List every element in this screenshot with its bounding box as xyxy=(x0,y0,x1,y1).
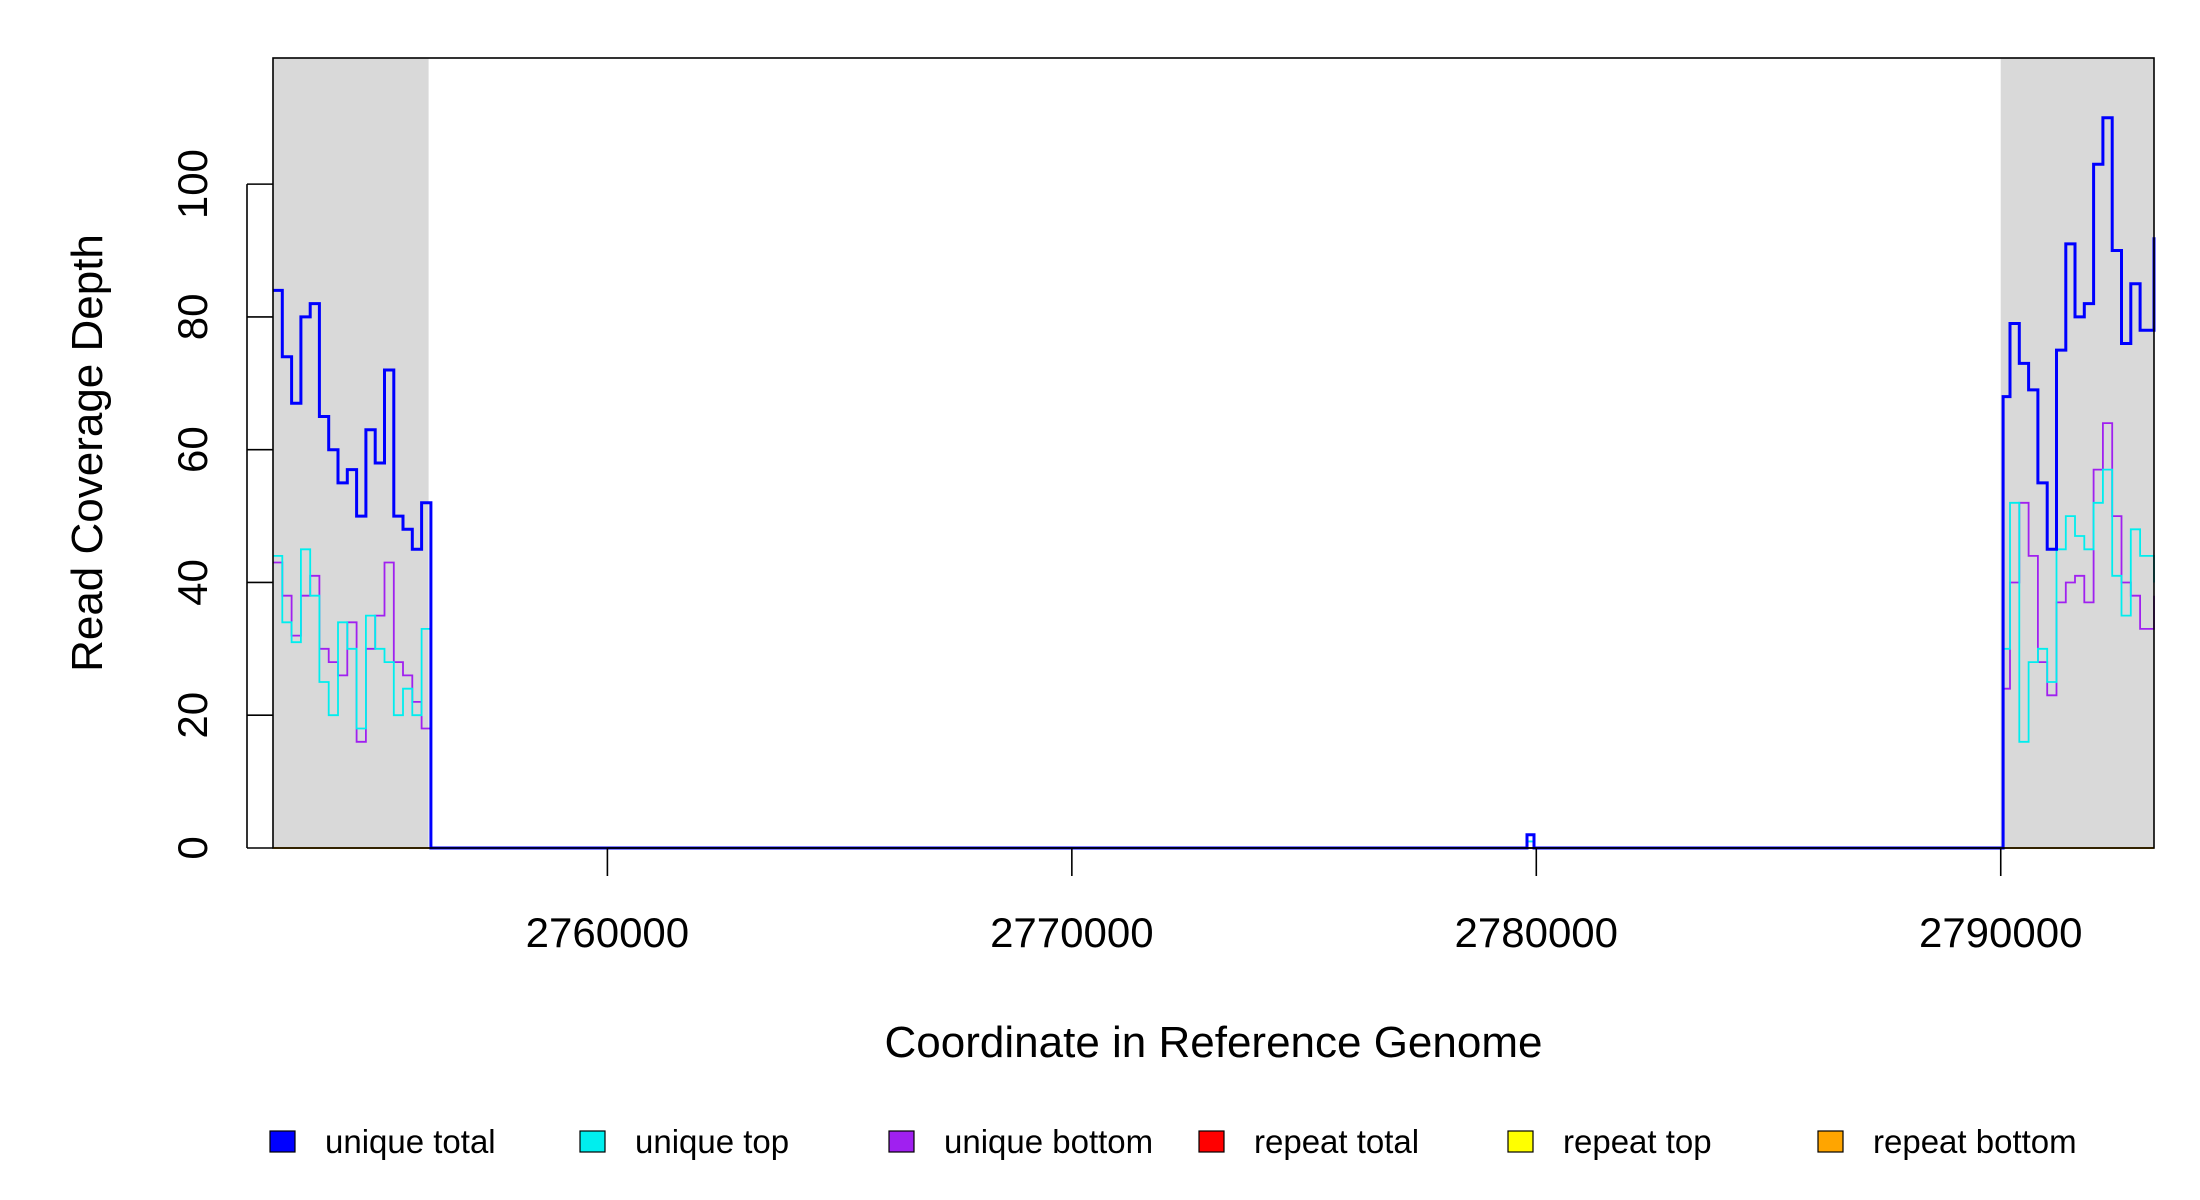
legend-swatch xyxy=(269,1130,296,1153)
legend-item-unique-bottom: unique bottom xyxy=(888,1123,1153,1160)
series-unique-total xyxy=(273,116,2156,850)
y-tick-label: 0 xyxy=(169,836,216,859)
legend: unique total unique top unique bottom repea… xyxy=(269,1123,2077,1160)
legend-item-repeat-bottom: repeat bottom xyxy=(1817,1123,2077,1160)
legend-label: unique bottom xyxy=(944,1123,1153,1160)
x-tick-label: 2790000 xyxy=(1919,909,2083,956)
legend-swatch xyxy=(579,1130,606,1153)
plot-frame xyxy=(272,57,2155,849)
y-axis-title: Read Coverage Depth xyxy=(63,234,112,672)
x-axis: 2760000 2770000 2780000 2790000 xyxy=(526,847,2083,956)
y-tick-label: 100 xyxy=(169,149,216,219)
shaded-region-1 xyxy=(273,58,429,848)
legend-label: repeat total xyxy=(1254,1123,1419,1160)
legend-swatch xyxy=(888,1130,915,1153)
legend-label: repeat top xyxy=(1563,1123,1712,1160)
legend-swatch xyxy=(1817,1130,1844,1153)
x-tick-label: 2770000 xyxy=(990,909,1154,956)
y-tick-label: 80 xyxy=(169,294,216,341)
series-unique-bottom xyxy=(273,422,2155,849)
x-tick-label: 2780000 xyxy=(1455,909,1619,956)
legend-item-unique-total: unique total xyxy=(269,1123,496,1160)
shaded-regions xyxy=(273,58,2154,848)
legend-item-repeat-top: repeat top xyxy=(1507,1123,1712,1160)
y-axis: 0 20 40 60 80 100 xyxy=(169,149,273,860)
legend-swatch xyxy=(1507,1130,1534,1153)
shaded-region-2 xyxy=(2000,58,2154,848)
legend-item-repeat-total: repeat total xyxy=(1198,1123,1419,1160)
y-tick-label: 40 xyxy=(169,559,216,606)
legend-label: unique total xyxy=(325,1123,496,1160)
legend-swatch xyxy=(1198,1130,1225,1153)
series-unique-top xyxy=(273,468,2155,849)
x-axis-title: Coordinate in Reference Genome xyxy=(885,1018,1543,1067)
legend-item-unique-top: unique top xyxy=(579,1123,789,1160)
y-tick-label: 60 xyxy=(169,426,216,473)
legend-label: repeat bottom xyxy=(1873,1123,2077,1160)
series-lines xyxy=(273,116,2156,850)
legend-label: unique top xyxy=(635,1123,789,1160)
y-tick-label: 20 xyxy=(169,692,216,739)
x-tick-label: 2760000 xyxy=(526,909,690,956)
